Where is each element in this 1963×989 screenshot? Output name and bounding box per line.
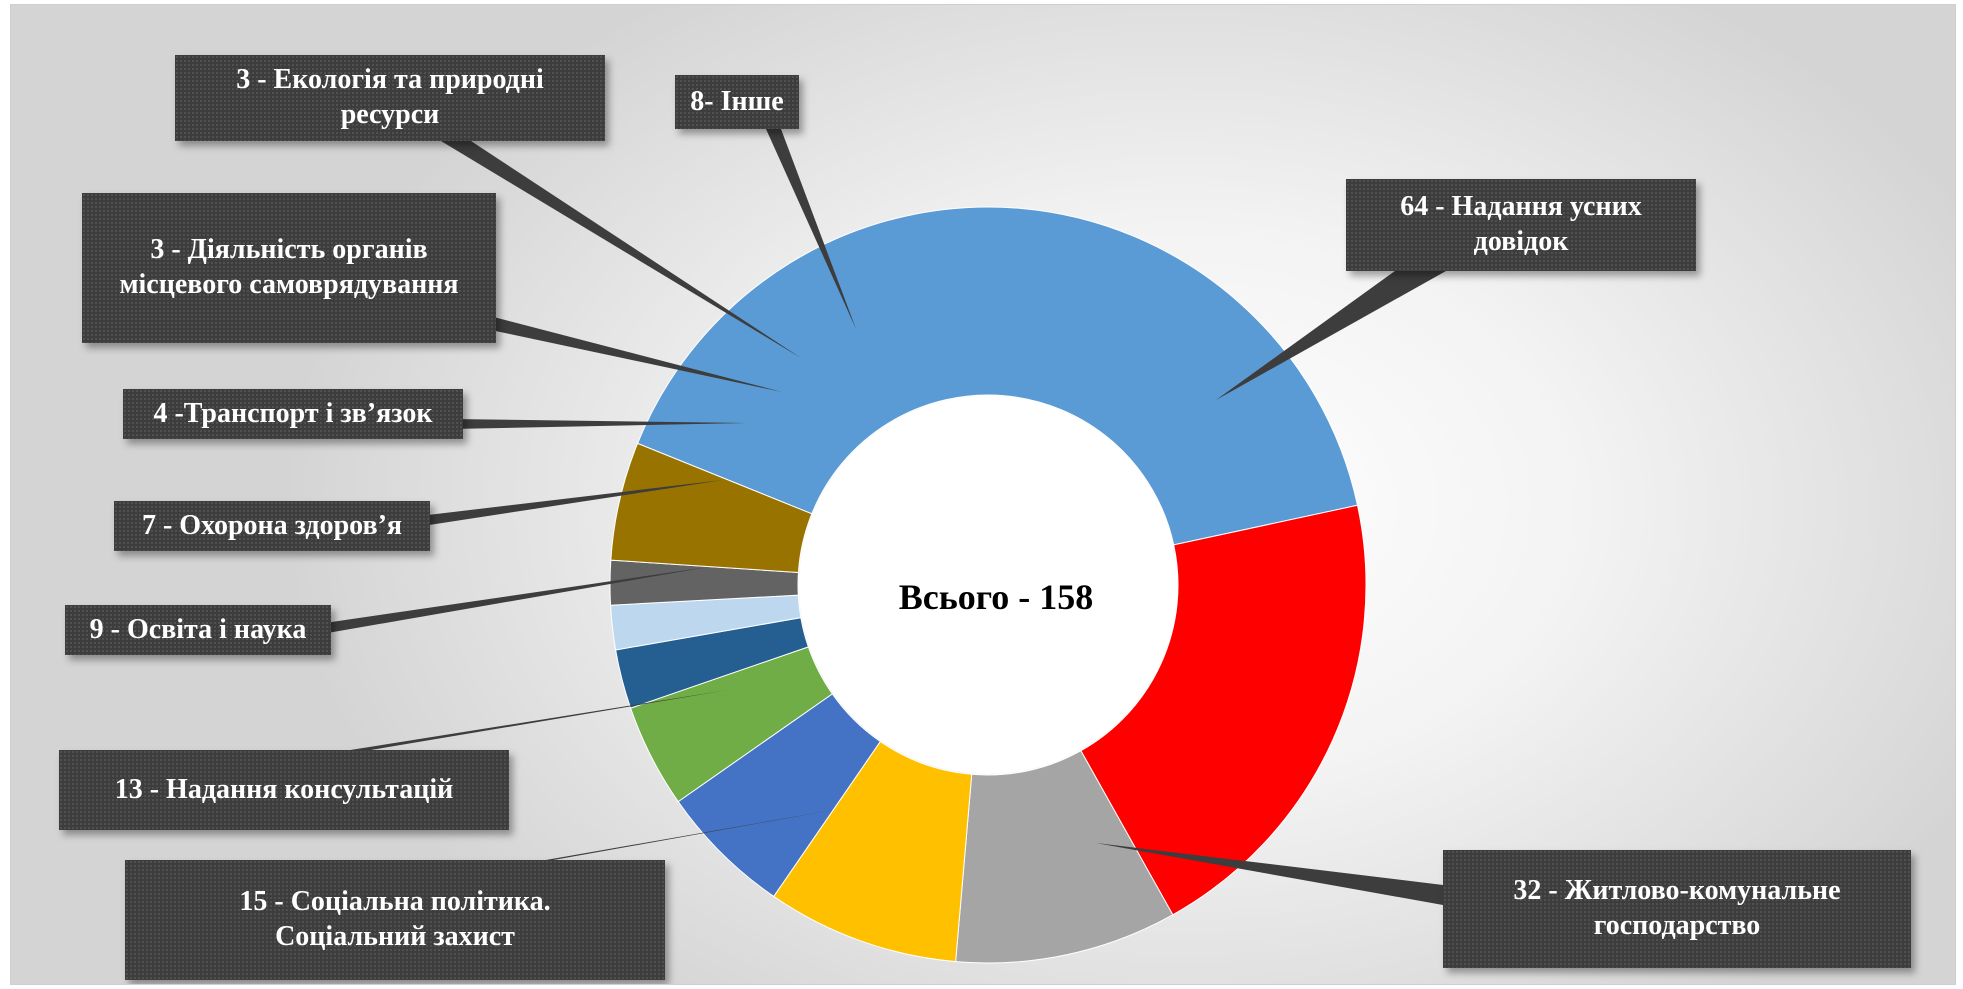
pointer-other: [766, 129, 856, 329]
callout-other: 8- Інше: [675, 75, 799, 129]
slice-housing: [1080, 504, 1367, 916]
slice-other: [610, 442, 813, 574]
pointer-housing: [1096, 843, 1443, 905]
pointer-transport: [451, 419, 747, 429]
chart-frame: Всього - 158 64 - Надання усних довідок …: [10, 4, 1956, 985]
pointer-ecology: [431, 135, 801, 358]
pointer-consultations: [281, 690, 728, 761]
pointer-local-government: [486, 315, 782, 392]
total-label: Всього - 158: [898, 577, 1094, 617]
callout-housing: 32 - Житлово-комунальне господарство: [1443, 850, 1911, 968]
callout-social-policy: 15 - Соціальна політика. Соціальний захи…: [125, 860, 665, 980]
callout-health: 7 - Охорона здоров’я: [114, 501, 430, 551]
callout-local-government: 3 - Діяльність органів місцевого самовря…: [82, 193, 496, 343]
callout-ecology: 3 - Екологія та природні ресурси: [175, 55, 605, 141]
callout-transport: 4 -Транспорт і зв’язок: [123, 389, 463, 439]
callout-oral-references: 64 - Надання усних довідок: [1346, 179, 1696, 271]
donut-hole: [799, 396, 1177, 774]
pointer-oral-references: [1216, 263, 1446, 400]
pointer-education: [311, 567, 708, 635]
donut-chart: [281, 129, 1446, 964]
callout-consultations: 13 - Надання консультацій: [59, 750, 509, 830]
pointer-health: [411, 480, 723, 527]
callout-education: 9 - Освіта і наука: [65, 605, 331, 655]
